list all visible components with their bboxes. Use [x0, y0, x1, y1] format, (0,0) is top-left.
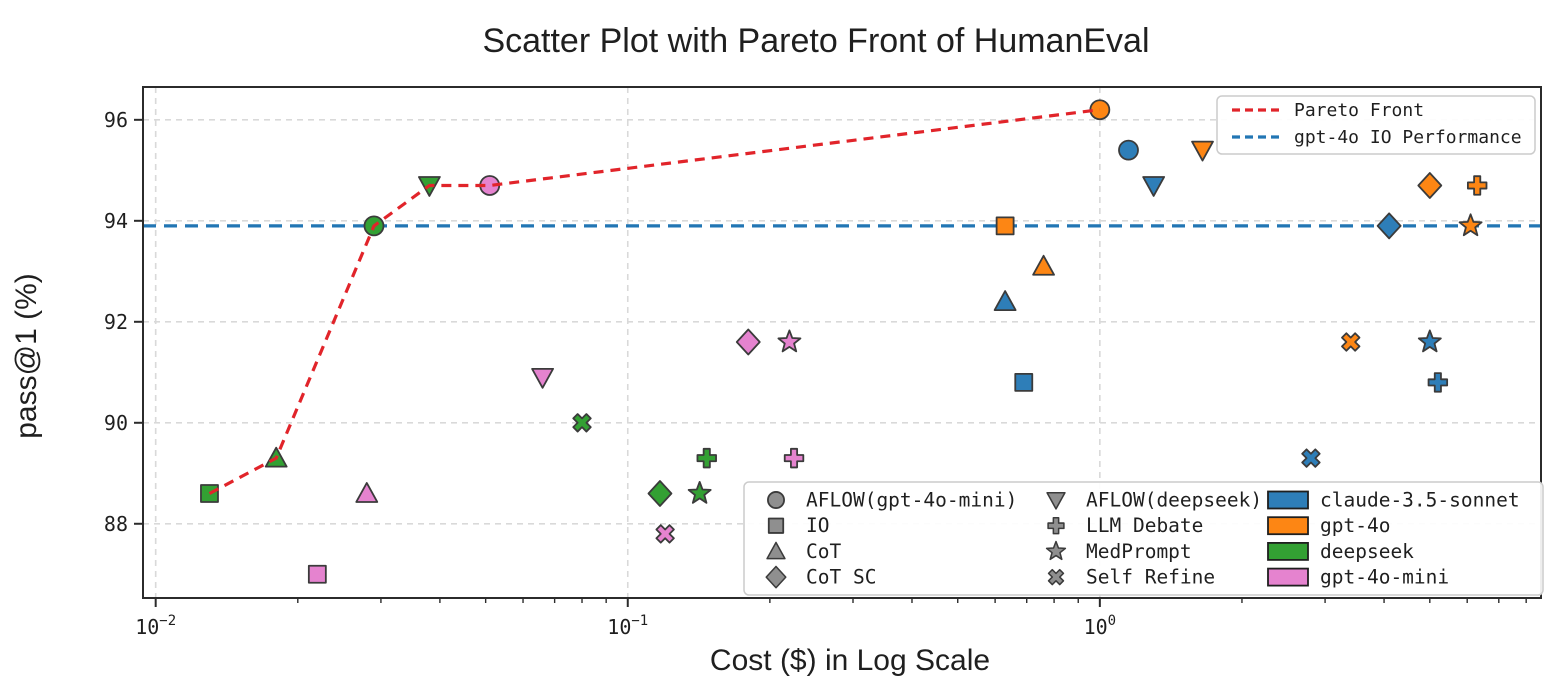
color-legend-label: deepseek	[1320, 540, 1414, 563]
color-legend-label: claude-3.5-sonnet	[1320, 489, 1520, 512]
point-deepseek-plus	[696, 447, 717, 469]
legend-x-icon	[1047, 568, 1065, 586]
line-legend-label: Pareto Front	[1294, 100, 1424, 121]
y-tick-label: 94	[104, 209, 128, 233]
point-gpt-4o-mini-triangle-down	[531, 367, 554, 389]
point-gpt-4o-circle	[1089, 99, 1111, 121]
point-gpt-4o-x	[1341, 332, 1361, 352]
point-gpt-4o-plus	[1466, 175, 1488, 196]
legend-square-icon	[767, 517, 785, 534]
point-gpt-4o-triangle-down	[1191, 140, 1214, 162]
marker-legend-label: AFLOW(gpt-4o-mini)	[806, 489, 1017, 512]
legend-diamond-icon	[765, 565, 787, 589]
point-claude-3.5-sonnet-plus	[1427, 372, 1449, 393]
pareto-front-line	[208, 108, 1100, 495]
marker-color-legend: AFLOW(gpt-4o-mini)IO CoT CoT SC AFLOW(deeps…	[743, 481, 1544, 596]
axes: 88 90 92 94 96 10−2 10−1 100	[104, 86, 1542, 639]
legend-triangle-down-icon	[1046, 492, 1066, 510]
y-tick-label: 92	[104, 310, 128, 334]
marker-legend-label: AFLOW(deepseek)	[1086, 489, 1262, 512]
color-legend-label: gpt-4o	[1320, 514, 1390, 537]
marker-legend-label: CoT SC	[806, 566, 876, 589]
point-gpt-4o-mini-plus	[783, 447, 805, 469]
point-claude-3.5-sonnet-star	[1417, 329, 1442, 353]
point-gpt-4o-diamond	[1417, 172, 1443, 199]
point-deepseek-square	[200, 484, 219, 503]
point-deepseek-diamond	[647, 480, 673, 507]
legend-color-patch-deepseek	[1267, 542, 1309, 561]
point-deepseek-star	[687, 480, 712, 504]
marker-legend-label: IO	[806, 514, 829, 537]
x-tick-label: 100	[1084, 613, 1117, 639]
point-claude-3.5-sonnet-circle	[1118, 139, 1139, 161]
point-gpt-4o-square	[995, 216, 1015, 236]
y-axis-label: pass@1 (%)	[10, 273, 43, 439]
point-claude-3.5-sonnet-x	[1301, 448, 1321, 468]
line-legend: Pareto Front gpt-4o IO Performance	[1216, 95, 1536, 155]
pareto-front	[208, 108, 1100, 495]
plot-frame	[142, 86, 1542, 599]
marker-legend-label: LLM Debate	[1086, 514, 1203, 537]
bottom-legend-box	[743, 481, 1544, 596]
marker-legend-label: MedPrompt	[1086, 540, 1192, 563]
legend-color-patch-gpt-4o-mini	[1267, 567, 1309, 587]
marker-legend-label: Self Refine	[1086, 566, 1215, 589]
data-points	[200, 99, 1488, 584]
point-gpt-4o-mini-star	[777, 329, 802, 353]
legend-plus-icon	[1047, 517, 1065, 535]
point-claude-3.5-sonnet-square	[1014, 372, 1034, 392]
point-claude-3.5-sonnet-triangle-up	[993, 290, 1017, 311]
line-legend-label: gpt-4o IO Performance	[1294, 127, 1522, 148]
point-claude-3.5-sonnet-triangle-down	[1142, 176, 1166, 197]
color-legend-label: gpt-4o-mini	[1320, 566, 1449, 589]
line-legend-box	[1216, 95, 1536, 155]
legend-triangle-up-icon	[766, 541, 786, 560]
x-tick-label: 10−1	[607, 613, 648, 639]
x-tick-label: 10−2	[135, 613, 176, 639]
point-deepseek-x	[572, 413, 592, 433]
legend-circle-icon	[767, 491, 785, 509]
point-gpt-4o-mini-square	[307, 564, 327, 584]
y-tick-label: 90	[104, 411, 128, 435]
legend-color-patch-gpt-4o	[1267, 516, 1309, 536]
point-gpt-4o-mini-diamond	[735, 328, 761, 356]
y-tick-label: 96	[104, 108, 128, 132]
point-gpt-4o-mini-triangle-up	[355, 482, 379, 503]
legend-color-patch-claude-3.5-sonnet	[1267, 490, 1309, 510]
y-tick-label: 88	[104, 512, 128, 536]
point-gpt-4o-star	[1458, 213, 1483, 237]
chart-title: Scatter Plot with Pareto Front of HumanE…	[482, 22, 1149, 60]
marker-legend-label: CoT	[806, 540, 841, 563]
point-gpt-4o-mini-x	[655, 524, 675, 544]
legend-star-icon	[1045, 540, 1067, 561]
point-gpt-4o-triangle-up	[1032, 254, 1055, 276]
point-claude-3.5-sonnet-diamond	[1376, 212, 1402, 240]
x-axis-label: Cost ($) in Log Scale	[710, 644, 990, 677]
plot-area: 88 90 92 94 96 10−2 10−1 100 Pareto Front gpt-4o …	[104, 86, 1544, 639]
